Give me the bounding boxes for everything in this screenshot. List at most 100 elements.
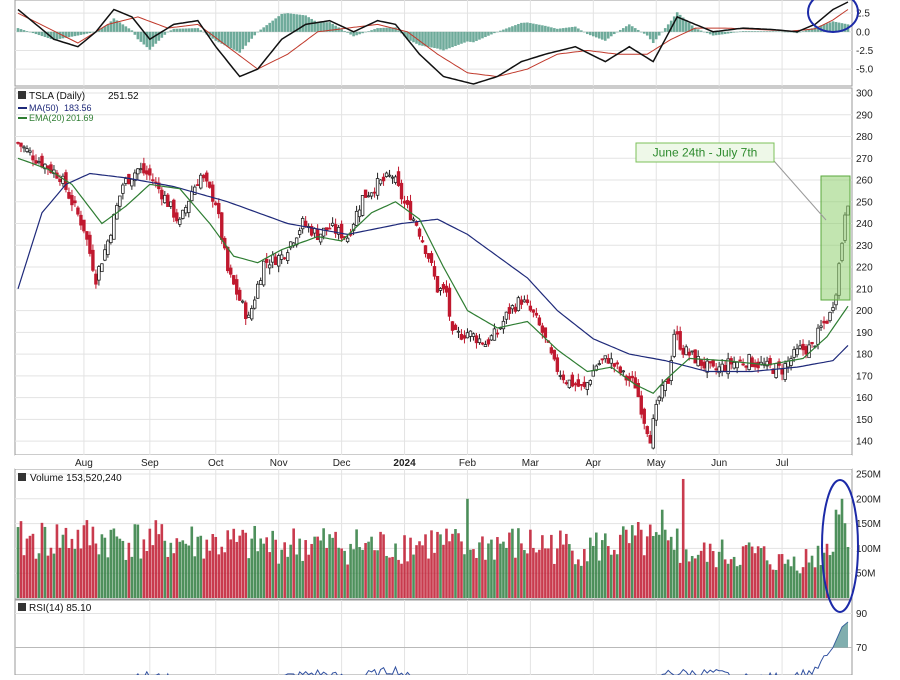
volume-bar <box>409 538 412 598</box>
volume-bar <box>119 539 122 598</box>
macd-histogram-bar <box>490 32 493 35</box>
volume-bar <box>805 549 808 598</box>
candle-body <box>823 321 826 323</box>
candle-body <box>298 231 301 235</box>
candle-body <box>29 151 32 152</box>
date-tick-label: 2024 <box>393 458 416 469</box>
candle-body <box>613 364 616 367</box>
macd-histogram-bar <box>119 22 122 31</box>
macd-histogram-bar <box>442 32 445 51</box>
macd-histogram-bar <box>652 32 655 43</box>
volume-bar <box>706 562 709 598</box>
candle-body <box>817 328 820 344</box>
date-tick-label: Apr <box>586 458 602 469</box>
candle-body <box>59 179 62 181</box>
candle-body <box>319 234 322 242</box>
candle-body <box>487 340 490 344</box>
volume-bar <box>101 534 104 598</box>
candle-body <box>508 307 511 313</box>
volume-bar <box>289 545 292 598</box>
volume-bar <box>382 534 385 598</box>
volume-bar <box>86 520 89 598</box>
candle-body <box>523 300 526 302</box>
candle-body <box>385 173 388 177</box>
candle-body <box>502 321 505 328</box>
volume-bar <box>298 539 301 598</box>
macd-histogram-bar <box>358 32 361 34</box>
macd-histogram-bar <box>736 32 739 33</box>
volume-bar <box>137 525 140 598</box>
volume-bar <box>346 565 349 598</box>
candle-body <box>379 180 382 184</box>
macd-histogram-bar <box>487 32 490 36</box>
macd-histogram-bar <box>436 32 439 49</box>
volume-bar <box>98 554 101 598</box>
candle-body <box>676 332 679 334</box>
volume-bar <box>772 570 775 598</box>
volume-bar <box>718 552 721 598</box>
macd-histogram-bar <box>637 30 640 32</box>
candle-body <box>673 334 676 356</box>
macd-histogram-bar <box>559 28 562 31</box>
macd-histogram-bar <box>583 32 586 33</box>
candle-body <box>286 253 289 261</box>
macd-histogram-bar <box>247 32 250 42</box>
candle-body <box>433 266 436 276</box>
volume-bar <box>604 533 607 598</box>
date-tick-label: Oct <box>208 458 224 469</box>
volume-bar <box>529 530 532 598</box>
price-tick-label: 190 <box>856 328 873 339</box>
volume-bar <box>745 545 748 598</box>
ema20-label: EMA(20) <box>29 113 65 123</box>
volume-bar <box>610 555 613 598</box>
candle-body <box>74 201 77 203</box>
volume-bar <box>787 560 790 598</box>
volume-bar <box>676 529 679 598</box>
candle-body <box>712 360 715 366</box>
macd-histogram-bar <box>137 32 140 39</box>
macd-histogram-bar <box>535 24 538 32</box>
volume-bar <box>205 540 208 598</box>
volume-bar <box>104 538 107 598</box>
macd-histogram-bar <box>706 32 709 33</box>
price-tick-label: 230 <box>856 241 873 252</box>
macd-histogram-bar <box>451 32 454 47</box>
candle-body <box>355 211 358 225</box>
macd-histogram-bar <box>226 32 229 47</box>
candle-body <box>265 259 268 262</box>
macd-histogram-bar <box>499 31 502 32</box>
macd-histogram-bar <box>469 32 472 42</box>
candle-body <box>619 367 622 373</box>
volume-bar <box>367 542 370 598</box>
annotation-text: June 24th - July 7th <box>653 146 758 160</box>
macd-histogram-bar <box>149 32 152 50</box>
macd-histogram-bar <box>83 32 86 34</box>
volume-bar <box>559 531 562 598</box>
volume-bar <box>667 540 670 598</box>
price-tick-label: 180 <box>856 350 873 361</box>
volume-bar <box>583 549 586 598</box>
volume-bar <box>493 560 496 598</box>
candle-body <box>173 200 176 217</box>
macd-histogram-bar <box>196 28 199 32</box>
candle-body <box>86 232 89 240</box>
volume-bar <box>769 564 772 598</box>
volume-bar <box>811 556 814 598</box>
macd-histogram-bar <box>238 32 241 53</box>
candle-body <box>607 358 610 363</box>
macd-histogram-bar <box>625 26 628 32</box>
candle-body <box>403 201 406 203</box>
candle-body <box>110 235 113 242</box>
volume-bar <box>152 545 155 598</box>
volume-bar <box>173 553 176 598</box>
candle-body <box>700 360 703 366</box>
macd-histogram-bar <box>730 32 733 33</box>
candle-body <box>829 312 832 320</box>
macd-histogram-bar <box>373 29 376 32</box>
volume-bar <box>835 510 838 598</box>
macd-histogram-bar <box>496 32 499 33</box>
candle-body <box>253 300 256 308</box>
macd-histogram-bar <box>553 28 556 32</box>
candle-body <box>184 207 187 213</box>
